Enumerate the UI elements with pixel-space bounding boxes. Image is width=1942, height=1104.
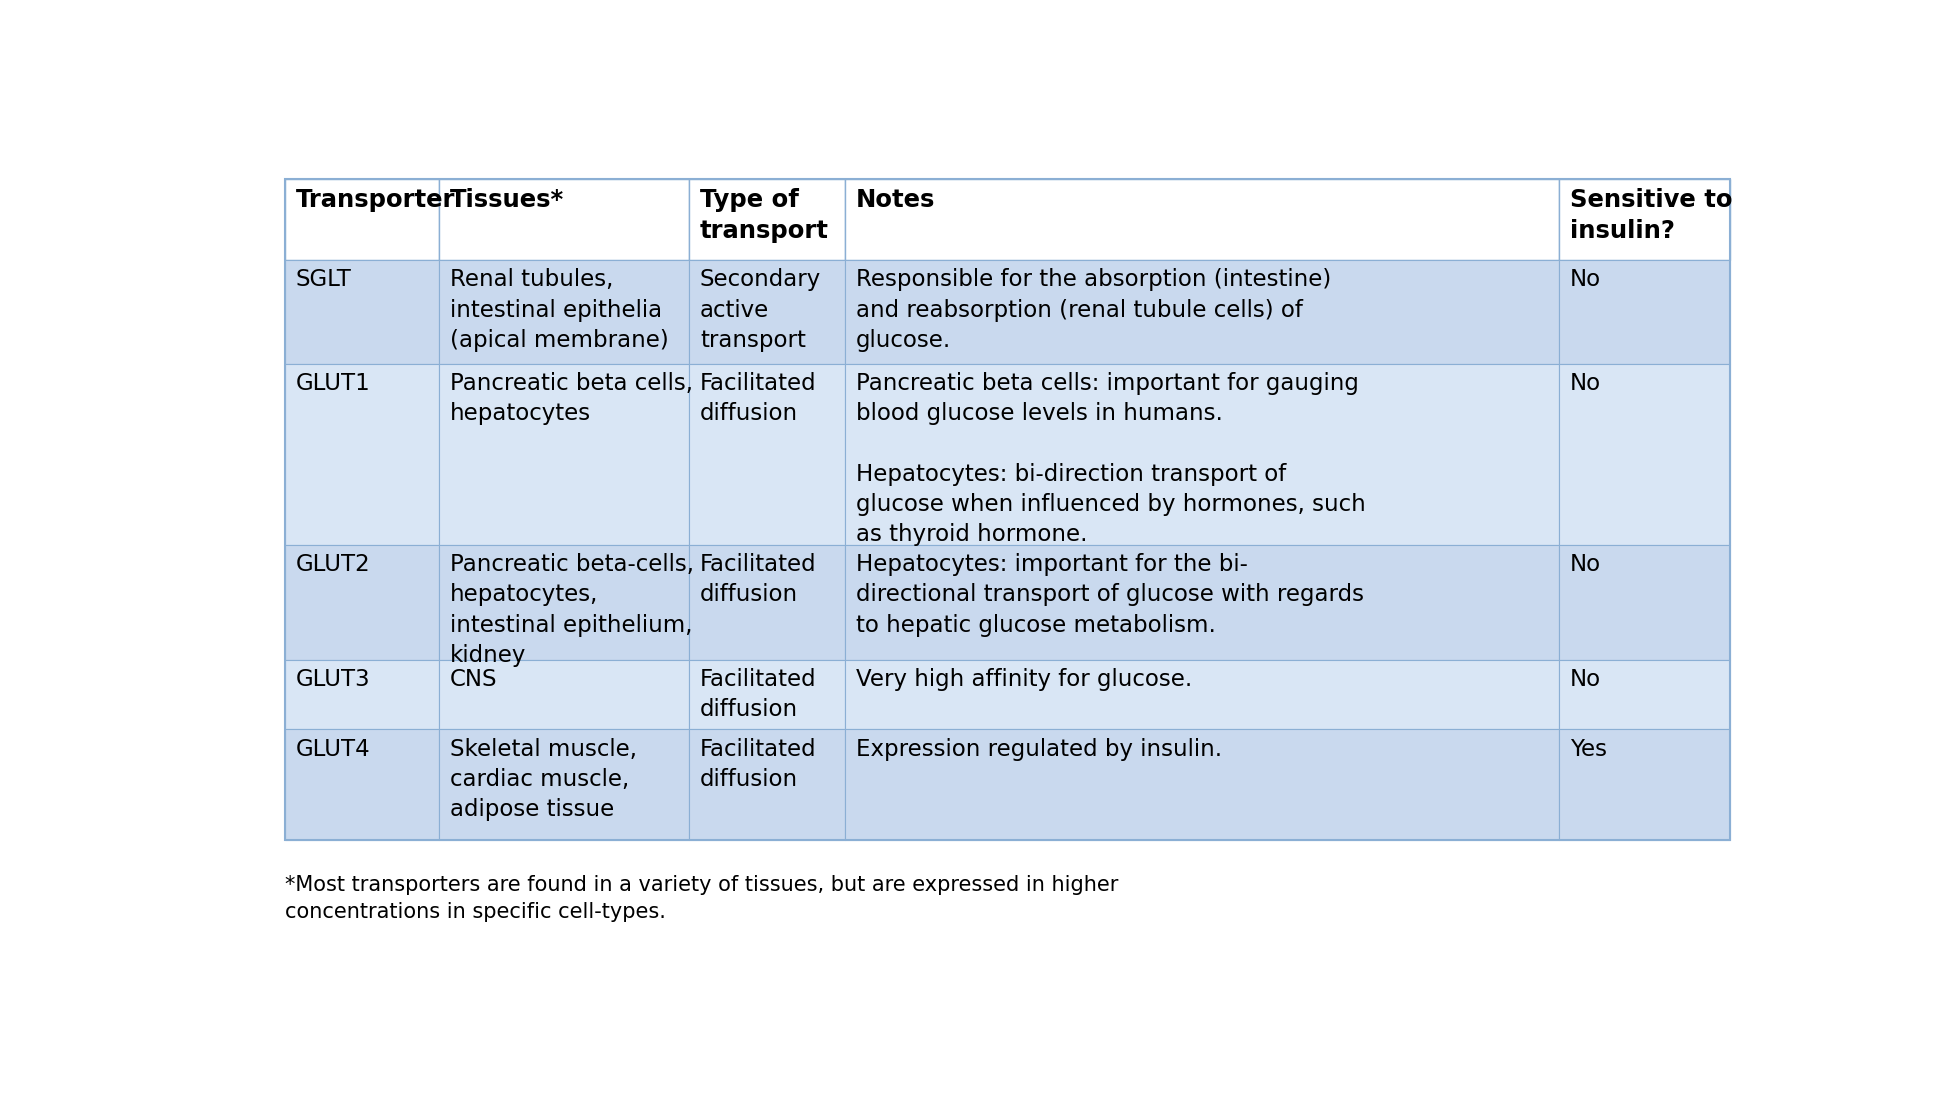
Bar	[1559, 659, 1730, 730]
Text: Expression regulated by insulin.: Expression regulated by insulin.	[856, 737, 1222, 761]
Text: Facilitated
diffusion: Facilitated diffusion	[699, 668, 816, 721]
Text: Hepatocytes: important for the bi-
directional transport of glucose with regards: Hepatocytes: important for the bi- direc…	[856, 553, 1363, 637]
Text: Pancreatic beta cells,
hepatocytes: Pancreatic beta cells, hepatocytes	[451, 372, 693, 425]
Text: Facilitated
diffusion: Facilitated diffusion	[699, 372, 816, 425]
Text: No: No	[1569, 268, 1600, 291]
Bar	[1559, 261, 1730, 363]
Bar	[845, 544, 1559, 659]
Text: SGLT: SGLT	[295, 268, 352, 291]
Bar	[689, 659, 845, 730]
Bar	[845, 261, 1559, 363]
Text: Pancreatic beta cells: important for gauging
blood glucose levels in humans.

He: Pancreatic beta cells: important for gau…	[856, 372, 1365, 546]
Text: GLUT3: GLUT3	[295, 668, 371, 691]
Text: GLUT1: GLUT1	[295, 372, 371, 395]
Bar	[285, 363, 439, 544]
Bar	[439, 730, 689, 840]
Text: Secondary
active
transport: Secondary active transport	[699, 268, 821, 352]
Bar	[689, 261, 845, 363]
Text: Notes: Notes	[856, 188, 936, 212]
Text: *Most transporters are found in a variety of tissues, but are expressed in highe: *Most transporters are found in a variet…	[285, 875, 1119, 922]
Text: Skeletal muscle,
cardiac muscle,
adipose tissue: Skeletal muscle, cardiac muscle, adipose…	[451, 737, 637, 821]
Bar	[689, 363, 845, 544]
Bar	[1559, 363, 1730, 544]
Text: CNS: CNS	[451, 668, 497, 691]
Bar	[689, 730, 845, 840]
Text: Yes: Yes	[1569, 737, 1606, 761]
Bar	[285, 544, 439, 659]
Bar	[285, 730, 439, 840]
Bar	[285, 179, 1730, 840]
Bar	[439, 363, 689, 544]
Text: Transporter: Transporter	[295, 188, 454, 212]
Text: GLUT4: GLUT4	[295, 737, 371, 761]
Text: No: No	[1569, 372, 1600, 395]
Text: Responsible for the absorption (intestine)
and reabsorption (renal tubule cells): Responsible for the absorption (intestin…	[856, 268, 1332, 352]
Bar	[439, 179, 689, 261]
Bar	[285, 261, 439, 363]
Text: Renal tubules,
intestinal epithelia
(apical membrane): Renal tubules, intestinal epithelia (api…	[451, 268, 668, 352]
Text: No: No	[1569, 553, 1600, 576]
Text: Very high affinity for glucose.: Very high affinity for glucose.	[856, 668, 1192, 691]
Text: Pancreatic beta-cells,
hepatocytes,
intestinal epithelium,
kidney: Pancreatic beta-cells, hepatocytes, inte…	[451, 553, 693, 667]
Text: Sensitive to
insulin?: Sensitive to insulin?	[1569, 188, 1732, 243]
Bar	[439, 659, 689, 730]
Bar	[1559, 544, 1730, 659]
Bar	[845, 363, 1559, 544]
Bar	[1559, 179, 1730, 261]
Bar	[845, 730, 1559, 840]
Text: Facilitated
diffusion: Facilitated diffusion	[699, 553, 816, 606]
Bar	[439, 261, 689, 363]
Bar	[285, 659, 439, 730]
Bar	[845, 659, 1559, 730]
Text: Type of
transport: Type of transport	[699, 188, 829, 243]
Bar	[689, 179, 845, 261]
Bar	[689, 544, 845, 659]
Bar	[285, 179, 439, 261]
Bar	[845, 179, 1559, 261]
Bar	[439, 544, 689, 659]
Text: Tissues*: Tissues*	[451, 188, 565, 212]
Text: GLUT2: GLUT2	[295, 553, 371, 576]
Bar	[1559, 730, 1730, 840]
Text: No: No	[1569, 668, 1600, 691]
Text: Facilitated
diffusion: Facilitated diffusion	[699, 737, 816, 790]
